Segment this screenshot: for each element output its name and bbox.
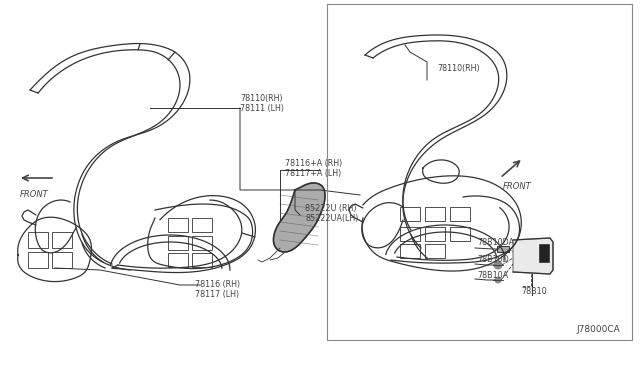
- Bar: [52, 232, 72, 248]
- Bar: [192, 236, 212, 250]
- Text: 85222U (RH): 85222U (RH): [305, 203, 356, 212]
- Text: 78B10: 78B10: [521, 288, 547, 296]
- Text: 78117 (LH): 78117 (LH): [195, 291, 239, 299]
- Bar: [400, 207, 420, 221]
- Text: 85222UA(LH): 85222UA(LH): [305, 214, 358, 222]
- Bar: [450, 227, 470, 241]
- Text: 78B10DA: 78B10DA: [477, 237, 514, 247]
- Text: J78000CA: J78000CA: [576, 325, 620, 334]
- Text: 78111 (LH): 78111 (LH): [240, 103, 284, 112]
- Bar: [497, 246, 509, 252]
- Text: 78110(RH): 78110(RH): [240, 93, 283, 103]
- Bar: [28, 252, 48, 268]
- Text: 78116+A (RH): 78116+A (RH): [285, 158, 342, 167]
- Bar: [450, 207, 470, 221]
- Bar: [400, 227, 420, 241]
- Bar: [28, 232, 48, 248]
- Bar: [425, 244, 445, 258]
- Text: FRONT: FRONT: [20, 190, 49, 199]
- Bar: [52, 252, 72, 268]
- Text: 78117+A (LH): 78117+A (LH): [285, 169, 341, 177]
- Text: FRONT: FRONT: [503, 182, 532, 191]
- Text: 78116 (RH): 78116 (RH): [195, 280, 240, 289]
- Bar: [168, 236, 188, 250]
- Text: 78110(RH): 78110(RH): [437, 64, 479, 73]
- Bar: [192, 253, 212, 267]
- Bar: [539, 244, 549, 262]
- PathPatch shape: [273, 183, 325, 252]
- Bar: [168, 218, 188, 232]
- Bar: [168, 253, 188, 267]
- Text: 78B10A: 78B10A: [477, 270, 508, 279]
- Circle shape: [494, 261, 502, 269]
- Bar: [425, 227, 445, 241]
- Bar: [400, 244, 420, 258]
- Bar: [425, 207, 445, 221]
- Circle shape: [495, 277, 501, 283]
- Bar: [192, 218, 212, 232]
- Polygon shape: [513, 238, 553, 274]
- Text: 78B10D: 78B10D: [477, 256, 509, 264]
